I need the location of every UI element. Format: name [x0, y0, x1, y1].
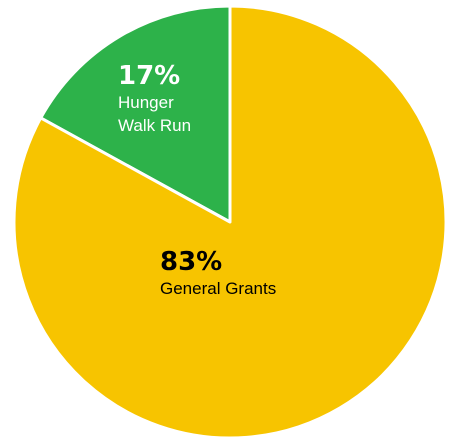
- slice-label-hunger-walk-run-line-1: Hunger: [118, 93, 174, 112]
- slice-percent-general-grants: 83%: [160, 247, 222, 277]
- slice-label-hunger-walk-run-line-2: Walk Run: [118, 116, 191, 135]
- slice-percent-hunger-walk-run: 17%: [118, 61, 180, 91]
- slice-label-general-grants-line-1: General Grants: [160, 279, 276, 298]
